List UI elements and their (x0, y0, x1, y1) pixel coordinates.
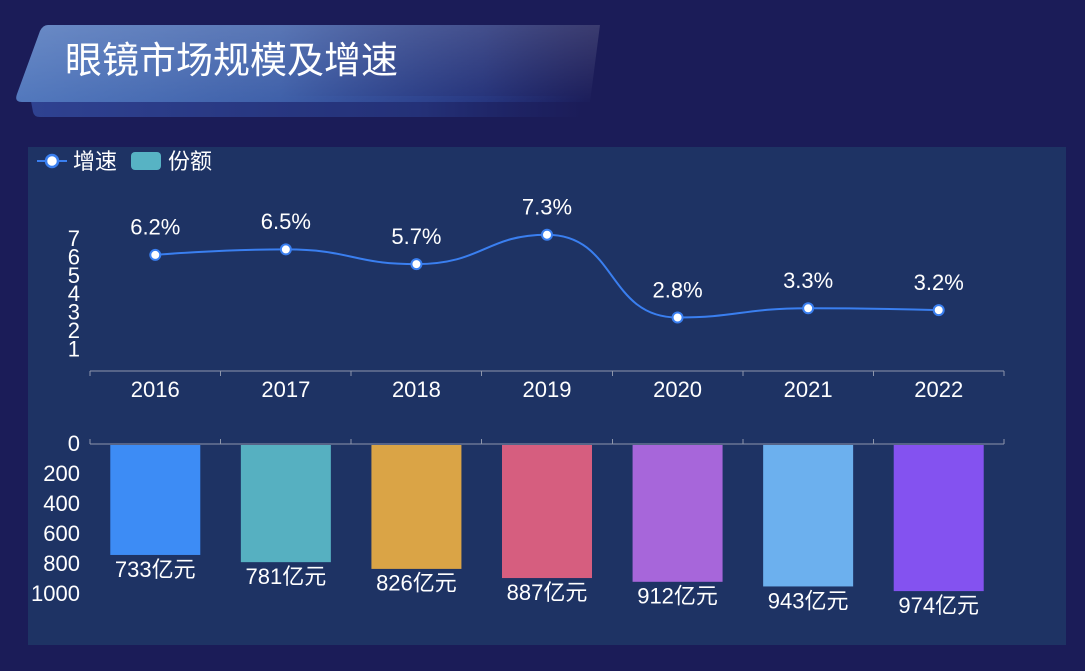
bar-2019 (502, 445, 592, 579)
x-tick-label-2017: 2017 (261, 377, 310, 402)
bar-2017 (240, 445, 331, 563)
x-tick-label-2019: 2019 (523, 377, 572, 402)
line-y-tick-label: 5 (68, 263, 80, 288)
line-y-tick-label: 1 (68, 336, 80, 361)
bar-2018 (371, 445, 462, 569)
legend: 增速 份额 (37, 149, 212, 174)
legend-swatch-icon (131, 152, 161, 170)
bar-y-axis-labels: 0 200 400 600 800 1000 (31, 431, 80, 606)
bar-data-label-2020: 912亿元 (637, 584, 718, 609)
legend-label-growth: 增速 (73, 149, 117, 174)
line-data-label-2016: 6.2% (130, 215, 180, 240)
line-data-label-2018: 5.7% (391, 224, 441, 249)
title-banner-gloss (16, 25, 600, 102)
legend-label-share: 份额 (168, 149, 212, 174)
line-point-2021 (802, 302, 815, 315)
legend-item-share[interactable]: 份额 (131, 149, 212, 174)
line-data-label-2021: 3.3% (783, 268, 833, 293)
line-x-axis-ticks (89, 371, 1005, 376)
bar-y-tick-label: 200 (43, 461, 80, 486)
line-point-2016 (149, 248, 162, 261)
bar-y-tick-label: 1000 (31, 581, 80, 606)
bar-y-tick-label: 800 (43, 551, 80, 576)
line-y-tick-label: 6 (68, 244, 80, 269)
bar-data-label-2017: 781亿元 (245, 564, 326, 589)
chart-title: 眼镜市场规模及增速 (65, 40, 398, 81)
x-tick-label-2018: 2018 (392, 377, 441, 402)
bar-data-label-2019: 887亿元 (507, 580, 588, 605)
bar-2021 (763, 445, 854, 587)
bar-2020 (632, 445, 723, 582)
market-size-bar-chart: 0 200 400 600 800 1000 733亿元 781亿元 826亿元 887亿元 91… (31, 431, 1005, 618)
x-tick-label-2021: 2021 (784, 377, 833, 402)
bar-y-tick-label: 0 (68, 431, 80, 456)
bar-y-tick-label: 600 (43, 521, 80, 546)
line-point-2018 (410, 258, 423, 271)
bar-data-labels: 733亿元 781亿元 826亿元 887亿元 912亿元 943亿元 974亿元 (115, 557, 979, 618)
x-tick-label-2016: 2016 (131, 377, 180, 402)
growth-points (149, 228, 945, 324)
line-data-label-2020: 2.8% (652, 277, 702, 302)
line-data-label-2017: 6.5% (261, 209, 311, 234)
x-axis-tick-labels: 2016 2017 2018 2019 2020 2021 2022 (131, 377, 963, 402)
line-data-label-2022: 3.2% (914, 270, 964, 295)
title-banner: 眼镜市场规模及增速 (16, 25, 600, 117)
growth-data-labels: 6.2% 6.5% 5.7% 7.3% 2.8% 3.3% 3.2% (130, 195, 964, 303)
bar-data-label-2021: 943亿元 (768, 588, 849, 613)
bar-2016 (110, 445, 201, 555)
legend-marker-icon (44, 153, 60, 169)
line-y-tick-label: 3 (68, 300, 80, 325)
bar-y-tick-label: 400 (43, 491, 80, 516)
line-y-tick-label: 2 (68, 318, 80, 343)
line-point-2019 (541, 228, 553, 241)
bar-2022 (893, 445, 984, 592)
x-tick-label-2022: 2022 (914, 377, 963, 402)
bar-data-label-2016: 733亿元 (115, 557, 196, 582)
bar-x-axis-ticks (89, 439, 1005, 444)
bars (110, 445, 984, 592)
line-point-2020 (671, 311, 684, 324)
line-point-2022 (932, 304, 945, 317)
legend-item-growth[interactable]: 增速 (37, 149, 117, 174)
line-y-tick-label: 4 (68, 281, 80, 306)
line-point-2017 (279, 243, 292, 256)
bar-data-label-2022: 974亿元 (898, 593, 979, 618)
x-tick-label-2020: 2020 (653, 377, 702, 402)
line-data-label-2019: 7.3% (522, 195, 572, 220)
bar-data-label-2018: 826亿元 (376, 571, 457, 596)
line-y-tick-label: 7 (68, 226, 80, 251)
